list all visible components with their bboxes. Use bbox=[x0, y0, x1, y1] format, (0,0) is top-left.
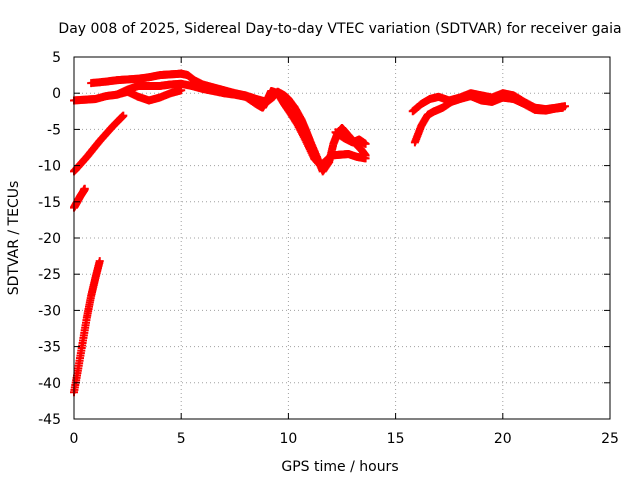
y-tick-label: -5 bbox=[47, 122, 61, 138]
data-point bbox=[119, 111, 128, 120]
series-short-rise bbox=[70, 184, 89, 212]
x-axis-label: GPS time / hours bbox=[281, 459, 398, 475]
y-tick-label: -25 bbox=[38, 267, 61, 283]
grid-layer bbox=[74, 57, 610, 419]
series-late-loop bbox=[331, 128, 370, 148]
x-tick-label: 25 bbox=[601, 431, 619, 447]
marks-layer bbox=[70, 69, 569, 397]
y-tick-label: -20 bbox=[38, 231, 61, 247]
data-point bbox=[80, 184, 89, 193]
y-tick-label: -45 bbox=[38, 412, 61, 428]
data-point bbox=[361, 154, 370, 163]
y-tick-label: -35 bbox=[38, 340, 61, 356]
data-point bbox=[558, 103, 567, 112]
ticks-layer: 0 5 10 15 20 25 5 0 -5 -10 -15 -20 -25 -30 -35 -40 -45 bbox=[38, 50, 619, 447]
y-axis-label: SDTVAR / TECUs bbox=[6, 181, 22, 296]
x-tick-label: 0 bbox=[70, 431, 79, 447]
series-mid-band bbox=[112, 79, 370, 170]
x-tick-label: 10 bbox=[279, 431, 297, 447]
x-tick-label: 15 bbox=[387, 431, 405, 447]
data-point bbox=[361, 139, 370, 148]
chart-title: Day 008 of 2025, Sidereal Day-to-day VTE… bbox=[58, 21, 621, 37]
y-tick-label: 0 bbox=[52, 86, 61, 102]
x-tick-label: 5 bbox=[177, 431, 186, 447]
series-curve-rise bbox=[70, 111, 128, 176]
series-steep-rise bbox=[70, 257, 104, 397]
data-point bbox=[95, 257, 104, 266]
series-evening-lower bbox=[410, 92, 567, 147]
y-tick-label: 5 bbox=[52, 50, 61, 66]
y-tick-label: -15 bbox=[38, 195, 61, 211]
y-tick-label: -30 bbox=[38, 303, 61, 319]
x-tick-label: 20 bbox=[494, 431, 512, 447]
y-tick-label: -40 bbox=[38, 376, 61, 392]
y-tick-label: -10 bbox=[38, 159, 61, 175]
